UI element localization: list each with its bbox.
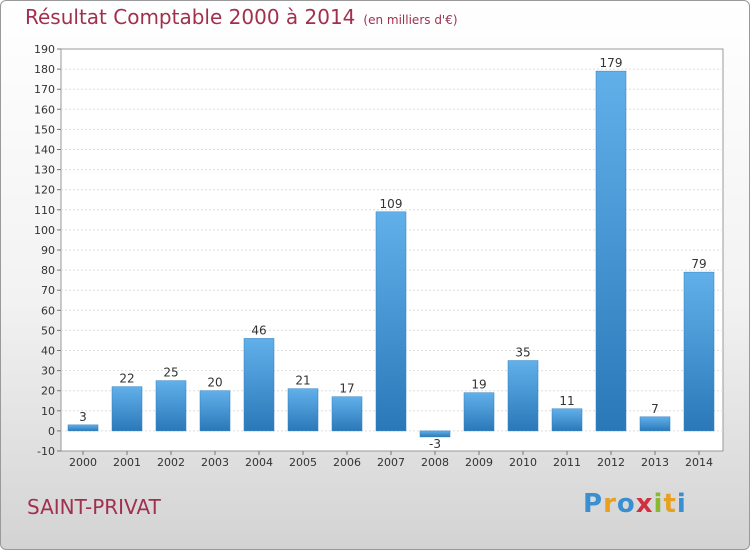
x-tick-label: 2005 [289,456,317,469]
bars: 3 22 25 20 46 21 17 109 -3 19 35 11 179 7 79 [67,56,715,451]
y-tick-label: 90 [41,244,55,257]
data-label: 46 [251,323,266,337]
bar [551,408,583,432]
data-label: 109 [380,197,403,211]
x-tick-label: 2001 [113,456,141,469]
bar [375,211,407,432]
bar [463,392,495,432]
bar [199,390,231,432]
data-label: 11 [559,394,574,408]
bar [243,338,275,432]
logo-letter: r [603,489,617,519]
x-tick-label: 2010 [509,456,537,469]
data-label: 19 [471,378,486,392]
data-label: 21 [295,374,310,388]
y-tick-label: -10 [37,445,55,458]
bar [287,388,319,432]
logo-letter: P [583,489,604,519]
data-label: 22 [119,372,134,386]
data-label: 7 [651,402,659,416]
x-tick-label: 2013 [641,456,669,469]
y-tick-label: 70 [41,284,55,297]
bar [507,360,539,432]
y-tick-label: 10 [41,405,55,418]
y-tick-label: 80 [41,264,55,277]
x-tick-label: 2009 [465,456,493,469]
y-tick-label: 110 [34,204,55,217]
y-tick-label: 0 [48,425,55,438]
logo-letter: o [616,489,636,519]
y-tick-label: 190 [34,43,55,56]
data-label: 25 [163,366,178,380]
bar [683,271,715,432]
y-tick-label: 140 [34,144,55,157]
x-tick-label: 2008 [421,456,449,469]
data-label: 17 [339,382,354,396]
x-tick-label: 2011 [553,456,581,469]
logo-letter: i [676,489,687,519]
bar [111,386,143,432]
y-tick-label: 50 [41,324,55,337]
chart-subtitle: (en milliers d'€) [363,13,458,27]
chart-title: Résultat Comptable 2000 à 2014 (en millie… [25,5,458,29]
data-label: 79 [691,257,706,271]
data-label: 3 [79,410,87,424]
x-axis-ticks: 2000 2001 2002 2003 2004 2005 2006 2007 2008 2009… [69,451,713,469]
y-tick-label: 40 [41,345,55,358]
data-label: -3 [429,437,441,451]
bar [155,380,187,432]
x-tick-label: 2007 [377,456,405,469]
data-label: 179 [600,56,623,70]
logo-letter: t [663,489,677,519]
y-tick-label: 150 [34,123,55,136]
x-tick-label: 2002 [157,456,185,469]
x-tick-label: 2012 [597,456,625,469]
y-tick-label: 30 [41,365,55,378]
commune-name: SAINT-PRIVAT [27,495,161,519]
y-tick-label: 130 [34,164,55,177]
bar [595,70,627,432]
y-tick-label: 60 [41,304,55,317]
bar [419,430,451,438]
proxiti-logo: Proxiti [583,489,687,519]
y-tick-label: 100 [34,224,55,237]
chart-title-text: Résultat Comptable 2000 à 2014 [25,5,356,29]
data-label: 35 [515,346,530,360]
bar [331,396,363,432]
x-tick-label: 2000 [69,456,97,469]
logo-letter: x [635,489,654,519]
y-tick-label: 20 [41,385,55,398]
y-tick-label: 180 [34,63,55,76]
y-tick-label: 170 [34,83,55,96]
y-tick-label: 120 [34,184,55,197]
y-tick-label: 160 [34,103,55,116]
bar [67,424,99,432]
x-tick-label: 2014 [685,456,713,469]
bar [639,416,671,432]
x-tick-label: 2006 [333,456,361,469]
logo-letter: i [653,489,664,519]
x-tick-label: 2003 [201,456,229,469]
data-label: 20 [207,376,222,390]
x-tick-label: 2004 [245,456,273,469]
y-axis-ticks: -10 0 10 20 30 40 50 60 70 80 90 100 110 120 130 140 150… [34,43,61,458]
